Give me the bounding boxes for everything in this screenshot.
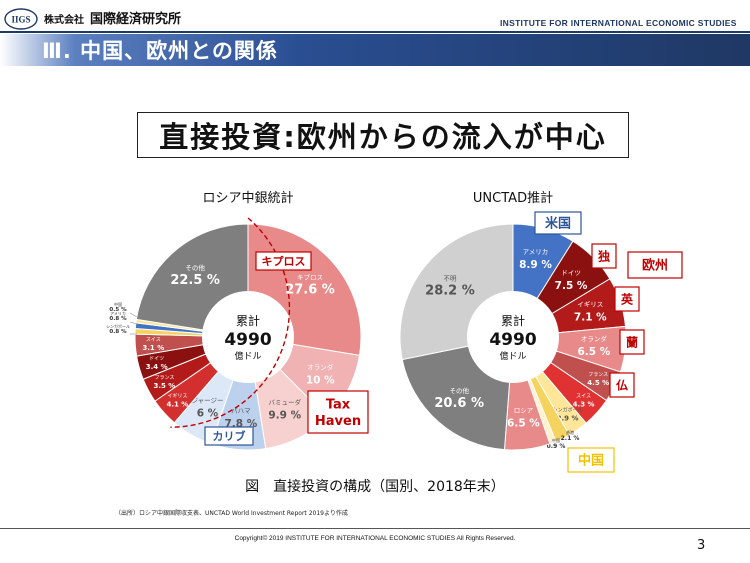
pie2-label-pct-11: 28.2 % <box>425 284 475 299</box>
pie2-label-pct-3: 6.5 % <box>577 346 610 358</box>
pie1-center-label: 累計 <box>236 313 260 328</box>
label-us: 米国 <box>545 216 571 232</box>
pie2-label-name-1: ドイツ <box>561 269 581 277</box>
pie2-label-pct-10: 20.6 % <box>434 396 484 411</box>
chart-title-2: UNCTAD推計 <box>473 190 553 206</box>
pie2-center-label: 累計 <box>501 313 525 328</box>
pie2-label-name-9: ロシア <box>514 407 534 415</box>
source-note: （出所）ロシア中銀国際収支表、UNCTAD World Investment R… <box>115 510 348 517</box>
pie1-label-name-3: バハマ <box>231 407 251 415</box>
company-main: 国際経済研究所 <box>90 12 182 27</box>
pie2-label-pct-2: 7.1 % <box>574 312 607 324</box>
pie1-label-name-12: その他 <box>185 263 205 272</box>
pie2-label-name-6: シンガポール <box>553 407 583 414</box>
pie1-label-name-1: オランダ <box>307 362 334 371</box>
pie2-label-name-2: イギリス <box>577 301 603 309</box>
label-uk-box <box>614 286 640 312</box>
pie1-label-name-9: シンガポール <box>106 323 130 329</box>
section-title: Ⅲ. 中国、欧州との関係 <box>42 39 278 63</box>
pie1-label-pct-9: 0.8 % <box>109 329 127 335</box>
pie2-center-hole <box>467 291 559 383</box>
label-france: 仏 <box>616 378 628 392</box>
pie2-label-name-3: オランダ <box>581 334 608 343</box>
pie1-label-name-7: ドイツ <box>149 356 164 362</box>
pie2-label-name-11: 不明 <box>443 275 457 283</box>
logo-text: IIGS <box>11 15 30 25</box>
pie1-label-pct-0: 27.6 % <box>285 282 335 297</box>
slide-title: 直接投資:欧州からの流入が中心 <box>137 112 629 158</box>
label-uk: 英 <box>621 291 634 306</box>
header-divider <box>0 31 750 33</box>
pie1-leader-line-0 <box>129 312 138 318</box>
pie1-label-name-4: ジャージー <box>191 397 223 405</box>
pie1-label-pct-1: 10 % <box>306 374 335 386</box>
pie1-center-unit: 億ドル <box>234 350 261 362</box>
pie1-label-name-8: スイス <box>146 337 161 343</box>
company-name: 株式会社 国際経済研究所 <box>44 8 181 27</box>
label-europe: 欧州 <box>642 258 668 274</box>
pie1-center-value: 4990 <box>224 330 271 350</box>
label-tax-haven-box <box>307 390 369 434</box>
pie1-label-pct-7: 3.4 % <box>146 363 168 371</box>
label-netherlands-box <box>619 329 645 355</box>
pie2-label-name-0: アメリカ <box>523 248 549 256</box>
chart-title-1: ロシア中銀統計 <box>202 190 293 206</box>
pie1-label-pct-5: 4.1 % <box>166 400 188 408</box>
section-banner <box>0 34 750 66</box>
label-germany: 独 <box>597 248 610 263</box>
label-tax-haven-line-1: Haven <box>315 414 361 429</box>
pie1-label-pct-4: 6 % <box>197 408 219 420</box>
label-caribbean-box <box>204 426 254 446</box>
pie2-center-value: 4990 <box>489 330 536 350</box>
label-germany-box <box>591 243 617 269</box>
label-tax-haven-line-0: Tax <box>326 398 351 413</box>
pie1-center-hole <box>202 291 294 383</box>
pie1-label-name-0: キプロス <box>297 273 323 281</box>
pie2-label-pct-5: 4.3 % <box>573 400 595 408</box>
pie2-label-name-10: その他 <box>449 386 469 395</box>
pie2-label-pct-4: 4.5 % <box>587 379 609 387</box>
copyright: Copyright© 2019 INSTITUTE FOR INTERNATIO… <box>234 535 516 542</box>
label-us-box <box>534 211 582 235</box>
tax-haven-dashed-arc <box>170 217 291 428</box>
label-china: 中国 <box>578 453 604 469</box>
pie2-label-name-4: フランス <box>588 372 608 378</box>
page-number: 3 <box>697 538 706 553</box>
institute-english-name: INSTITUTE FOR INTERNATIONAL ECONOMIC STU… <box>500 18 737 28</box>
pie1-label-pct-11: 0.5 % <box>109 307 127 313</box>
pie1-label-pct-12: 22.5 % <box>170 273 220 288</box>
label-cyprus-box <box>255 251 312 271</box>
pie1-label-name-10: アメリカ <box>110 311 126 316</box>
pie1-label-pct-2: 9.9 % <box>268 410 301 422</box>
pie1-label-name-2: バミューダ <box>268 398 301 407</box>
label-caribbean: カリブ <box>213 429 246 443</box>
pie2-label-pct-7: 2.1 % <box>561 435 580 442</box>
pie1-label-pct-6: 3.5 % <box>153 382 175 390</box>
iies-logo-icon: IIGS <box>4 8 38 30</box>
pie1-leader-line-1 <box>129 321 138 325</box>
company-prefix: 株式会社 <box>44 15 84 26</box>
label-china-box <box>567 447 615 473</box>
pie1-label-pct-10: 0.8 % <box>109 316 127 322</box>
footer-divider <box>0 528 750 529</box>
pie2-label-pct-9: 6.5 % <box>507 418 540 430</box>
pie1-label-name-5: イギリス <box>167 393 187 399</box>
figure-caption: 図 直接投資の構成（国別、2018年末） <box>245 479 505 495</box>
pie2-label-name-8: 中国 <box>552 437 560 443</box>
pie1-label-name-11: 中国 <box>114 301 122 307</box>
pie2-label-pct-0: 8.9 % <box>519 259 552 271</box>
label-netherlands: 蘭 <box>626 334 638 349</box>
label-europe-box <box>627 251 683 279</box>
pie2-label-pct-8: 0.9 % <box>547 443 566 450</box>
pie1-label-pct-8: 3.1 % <box>142 344 164 352</box>
pie2-label-pct-6: 2.9 % <box>557 415 579 423</box>
label-cyprus: キプロス <box>262 254 306 268</box>
pie1-label-name-6: フランス <box>154 375 174 381</box>
pie2-label-pct-1: 7.5 % <box>555 280 588 292</box>
pie2-label-name-5: スイス <box>576 393 591 399</box>
label-france-box <box>609 372 635 398</box>
pie2-center-unit: 億ドル <box>499 350 526 362</box>
pie2-label-name-7: 香港 <box>566 429 574 435</box>
